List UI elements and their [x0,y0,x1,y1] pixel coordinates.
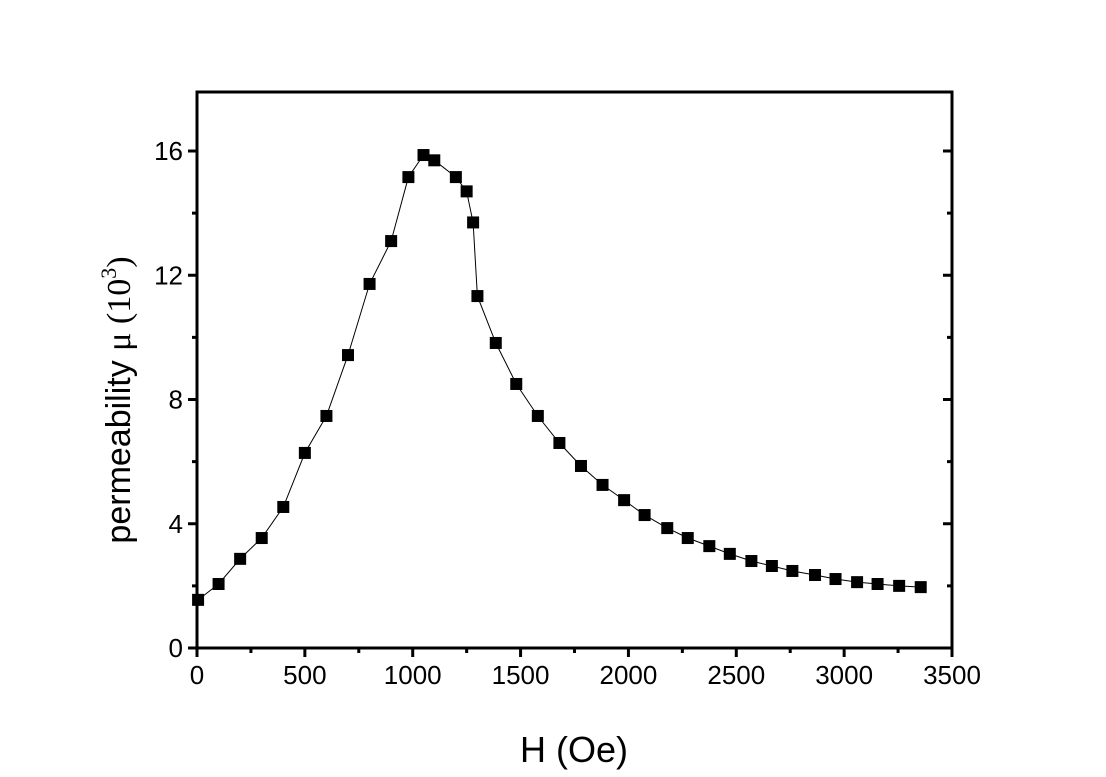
y-axis-label-unit-close: ) [101,256,138,267]
data-point [510,377,523,390]
data-point [212,578,225,591]
data-point [893,579,906,592]
data-point [234,552,247,565]
data-point [681,532,694,545]
data-point [255,532,268,545]
y-tick-label: 4 [169,509,183,539]
x-tick-label: 2500 [707,660,765,690]
data-point [428,154,441,167]
data-point [277,500,290,513]
axes [195,90,954,650]
data-point [786,564,799,577]
data-point [467,216,480,229]
data-point [661,522,674,535]
y-tick-label: 8 [169,385,183,415]
data-point [385,235,398,248]
data-point [298,446,311,459]
y-axis-label-main: permeability [100,351,138,544]
data-point [871,578,884,591]
y-tick-label: 12 [154,260,183,290]
data-point [531,409,544,422]
y-axis-label-symbol: μ [101,333,138,351]
data-point [449,171,462,184]
data-point [723,547,736,560]
data-point [402,171,415,184]
data-point [596,478,609,491]
x-tick-label: 3000 [815,660,873,690]
y-axis-label: permeability μ (103) [96,256,138,543]
data-point [363,277,376,290]
data-point [851,576,864,589]
data-point [417,149,430,162]
data-point [574,459,587,472]
x-tick-label: 3500 [923,660,981,690]
plot-frame [195,90,954,650]
data-point [829,573,842,586]
data-point [745,555,758,568]
data-point [320,409,333,422]
tick-labels: 0 500 1000 1500 2000 2500 3000 3500 0 4 8 12 16 [154,136,981,690]
y-axis-label-unit: (10 [101,279,138,333]
data-point [460,185,473,198]
data-point [489,336,502,349]
x-tick-label: 1000 [384,660,442,690]
data-point [809,569,822,582]
data-point [342,349,354,362]
data-point [618,494,631,507]
data-point [553,436,566,449]
data-point [471,290,484,303]
data-point [914,581,927,594]
y-axis-label-exponent: 3 [96,268,121,279]
x-tick-label: 1500 [492,660,550,690]
y-tick-label: 0 [169,633,183,663]
x-axis-label: H (Oe) [520,729,628,770]
data-point [765,559,778,572]
x-tick-label: 500 [283,660,326,690]
data-point [638,509,651,522]
x-tick-label: 2000 [600,660,658,690]
data-point [703,540,716,553]
data-points [192,149,927,606]
tick-marks [188,149,954,657]
series-line [197,154,921,601]
x-tick-label: 0 [190,660,204,690]
y-tick-label: 16 [154,136,183,166]
data-point [192,593,205,606]
